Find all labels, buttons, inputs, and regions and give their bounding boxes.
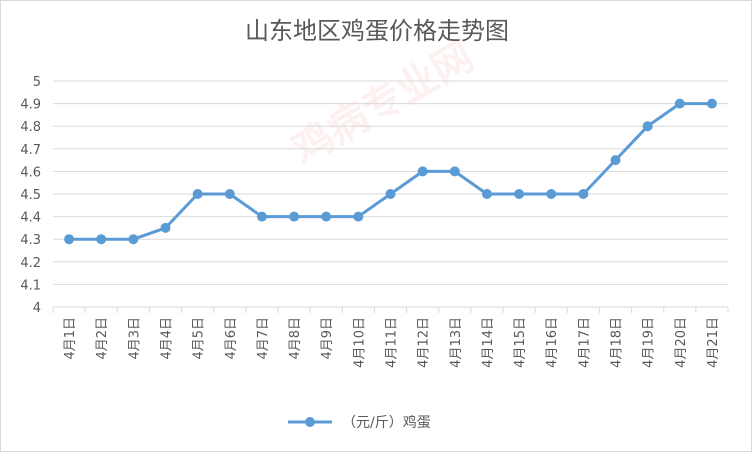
data-point (514, 189, 525, 199)
x-tick-label: 4月4日 (160, 317, 175, 360)
x-tick-label: 4月1日 (63, 317, 78, 360)
y-tick-label: 4.3 (20, 233, 41, 248)
x-tick-label: 4月3日 (127, 317, 142, 360)
y-tick-label: 4.7 (20, 143, 41, 158)
data-point (706, 98, 717, 109)
data-point (192, 189, 203, 199)
y-tick-label: 4.6 (20, 165, 41, 180)
x-tick-label: 4月7日 (256, 317, 271, 360)
y-tick-label: 4.9 (20, 98, 41, 113)
y-tick-label: 4.8 (20, 120, 41, 135)
x-tick-label: 4月21日 (706, 317, 721, 368)
data-point (224, 189, 235, 199)
data-point (449, 166, 460, 177)
data-point (96, 234, 107, 245)
data-point (160, 222, 171, 233)
y-tick-label: 4.1 (20, 278, 41, 293)
data-point (385, 189, 396, 199)
y-tick-label: 4.2 (20, 256, 41, 271)
data-point (289, 211, 300, 222)
data-point (546, 189, 557, 199)
data-point (353, 211, 364, 222)
data-point (578, 189, 589, 199)
data-point (674, 98, 685, 109)
x-tick-label: 4月14日 (481, 317, 496, 368)
x-tick-label: 4月17日 (577, 317, 592, 368)
y-tick-label: 4.5 (20, 188, 41, 203)
x-tick-label: 4月15日 (513, 317, 528, 368)
y-tick-label: 5 (33, 75, 41, 90)
data-point (417, 166, 428, 177)
data-point (481, 189, 492, 199)
x-tick-label: 4月5日 (192, 317, 207, 360)
data-point (128, 234, 139, 245)
data-point (610, 155, 621, 166)
x-tick-label: 4月6日 (224, 317, 239, 360)
x-tick-label: 4月9日 (320, 317, 335, 360)
y-tick-label: 4.4 (20, 211, 41, 226)
x-tick-label: 4月16日 (545, 317, 560, 368)
x-tick-label: 4月19日 (642, 317, 657, 368)
x-tick-label: 4月20日 (674, 317, 689, 368)
x-tick-label: 4月10日 (352, 317, 367, 368)
x-tick-label: 4月18日 (610, 317, 625, 368)
x-tick-label: 4月11日 (385, 317, 400, 368)
chart-title: 山东地区鸡蛋价格走势图 (245, 17, 509, 45)
legend-label: （元/斤）鸡蛋 (342, 414, 431, 431)
data-point (321, 211, 332, 222)
x-tick-label: 4月12日 (417, 317, 432, 368)
data-point (256, 211, 267, 222)
x-tick-label: 4月13日 (449, 317, 464, 368)
data-point (642, 121, 653, 132)
y-tick-label: 4 (33, 301, 41, 316)
data-point (64, 234, 75, 245)
legend-marker (305, 417, 315, 427)
x-tick-label: 4月2日 (95, 317, 110, 360)
x-tick-label: 4月8日 (288, 317, 303, 360)
